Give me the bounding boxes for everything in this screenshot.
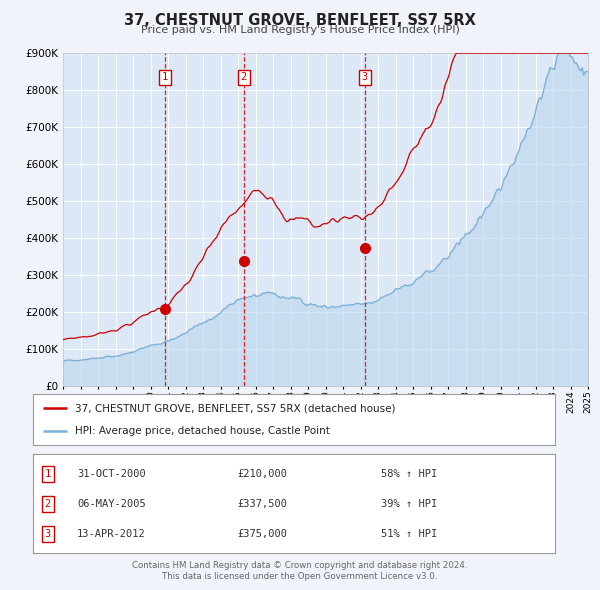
Text: 3: 3 xyxy=(44,529,51,539)
Text: 06-MAY-2005: 06-MAY-2005 xyxy=(77,499,146,509)
Text: HPI: Average price, detached house, Castle Point: HPI: Average price, detached house, Cast… xyxy=(75,427,329,437)
Text: Contains HM Land Registry data © Crown copyright and database right 2024.: Contains HM Land Registry data © Crown c… xyxy=(132,560,468,569)
Text: This data is licensed under the Open Government Licence v3.0.: This data is licensed under the Open Gov… xyxy=(163,572,437,581)
Text: 13-APR-2012: 13-APR-2012 xyxy=(77,529,146,539)
Text: 1: 1 xyxy=(44,469,51,479)
Text: Price paid vs. HM Land Registry's House Price Index (HPI): Price paid vs. HM Land Registry's House … xyxy=(140,25,460,35)
Text: 2: 2 xyxy=(44,499,51,509)
Text: 31-OCT-2000: 31-OCT-2000 xyxy=(77,469,146,479)
Text: 2: 2 xyxy=(241,72,247,82)
Text: £337,500: £337,500 xyxy=(238,499,287,509)
Text: 3: 3 xyxy=(362,72,368,82)
Text: 58% ↑ HPI: 58% ↑ HPI xyxy=(381,469,437,479)
Text: 39% ↑ HPI: 39% ↑ HPI xyxy=(381,499,437,509)
Text: 37, CHESTNUT GROVE, BENFLEET, SS7 5RX (detached house): 37, CHESTNUT GROVE, BENFLEET, SS7 5RX (d… xyxy=(75,403,395,413)
Text: 37, CHESTNUT GROVE, BENFLEET, SS7 5RX: 37, CHESTNUT GROVE, BENFLEET, SS7 5RX xyxy=(124,13,476,28)
Text: £210,000: £210,000 xyxy=(238,469,287,479)
Text: £375,000: £375,000 xyxy=(238,529,287,539)
Text: 1: 1 xyxy=(162,72,168,82)
Text: 51% ↑ HPI: 51% ↑ HPI xyxy=(381,529,437,539)
